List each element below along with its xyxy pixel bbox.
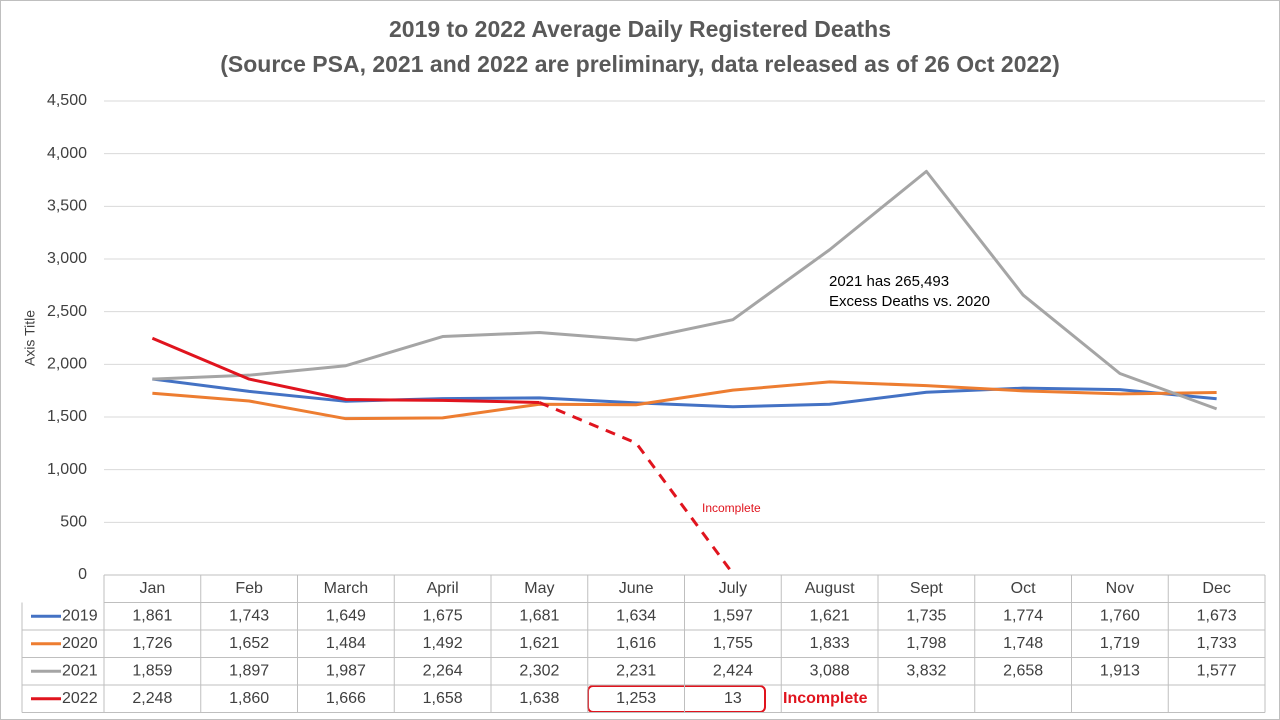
y-tick-label: 4,000	[47, 145, 87, 162]
legend-label: 2022	[62, 690, 98, 707]
x-tick-label: Nov	[1106, 580, 1134, 597]
table-value: 1,798	[906, 635, 946, 652]
x-tick-label: Sept	[910, 580, 943, 597]
table-value: 1,652	[229, 635, 269, 652]
table-value: 1,861	[132, 607, 172, 624]
table-value: 1,726	[132, 635, 172, 652]
table-value: 1,484	[326, 635, 366, 652]
y-tick-label: 4,500	[47, 92, 87, 109]
legend-label: 2021	[62, 662, 98, 679]
table-value: 2,302	[519, 662, 559, 679]
x-tick-label: Dec	[1202, 580, 1230, 597]
table-value: 1,987	[326, 662, 366, 679]
table-value: 1,649	[326, 607, 366, 624]
x-tick-label: April	[427, 580, 459, 597]
table-value: 3,088	[810, 662, 850, 679]
table-value: 2,248	[132, 690, 172, 707]
table-value: 2,424	[713, 662, 753, 679]
y-tick-label: 1,500	[47, 408, 87, 425]
x-tick-label: Feb	[235, 580, 263, 597]
y-tick-label: 3,500	[47, 198, 87, 215]
y-tick-label: 0	[78, 566, 87, 583]
table-value: 1,733	[1197, 635, 1237, 652]
table-value: 1,860	[229, 690, 269, 707]
table-value: 1,681	[519, 607, 559, 624]
y-tick-label: 2,000	[47, 356, 87, 373]
x-tick-label: August	[805, 580, 855, 597]
table-value: 1,492	[423, 635, 463, 652]
annotation: 2021 has 265,493	[829, 273, 949, 290]
table-value: 1,859	[132, 662, 172, 679]
table-value: 1,719	[1100, 635, 1140, 652]
line	[152, 169, 1218, 411]
table-note: Incomplete	[783, 690, 868, 707]
x-tick-label: Oct	[1011, 580, 1036, 597]
table-value: 1,735	[906, 607, 946, 624]
table-value: 1,253	[616, 690, 656, 707]
legend-label: 2019	[62, 607, 98, 624]
table-value: 1,760	[1100, 607, 1140, 624]
chart-subtitle: (Source PSA, 2021 and 2022 are prelimina…	[220, 51, 1060, 77]
y-tick-label: 3,000	[47, 250, 87, 267]
table-value: 1,666	[326, 690, 366, 707]
table-value: 1,913	[1100, 662, 1140, 679]
x-tick-label: Jan	[139, 580, 165, 597]
table-value: 1,621	[519, 635, 559, 652]
table-value: 1,774	[1003, 607, 1043, 624]
table-value: 1,748	[1003, 635, 1043, 652]
x-tick-label: March	[324, 580, 368, 597]
x-tick-label: July	[719, 580, 747, 597]
table-value: 1,897	[229, 662, 269, 679]
table-value: 1,743	[229, 607, 269, 624]
chart-title: 2019 to 2022 Average Daily Registered De…	[389, 16, 891, 42]
table-value: 1,597	[713, 607, 753, 624]
x-tick-label: May	[524, 580, 554, 597]
line	[152, 380, 1217, 421]
table-value: 1,616	[616, 635, 656, 652]
table-value: 1,673	[1197, 607, 1237, 624]
x-tick-label: June	[619, 580, 654, 597]
table-value: 2,264	[423, 662, 463, 679]
table-value: 1,658	[423, 690, 463, 707]
annotation: Excess Deaths vs. 2020	[829, 293, 990, 310]
line	[152, 377, 1217, 409]
table-value: 1,638	[519, 690, 559, 707]
table-value: 1,577	[1197, 662, 1237, 679]
table-value: 1,634	[616, 607, 656, 624]
legend-label: 2020	[62, 635, 98, 652]
y-tick-label: 2,500	[47, 303, 87, 320]
table-value: 3,832	[906, 662, 946, 679]
table-value: 1,675	[423, 607, 463, 624]
table-value: 1,621	[810, 607, 850, 624]
y-tick-label: 500	[60, 514, 87, 531]
line	[151, 336, 540, 404]
table-value: 2,658	[1003, 662, 1043, 679]
table-value: 1,755	[713, 635, 753, 652]
y-axis-title: Axis Title	[22, 310, 38, 366]
table-value: 2,231	[616, 662, 656, 679]
table-value: 13	[724, 690, 742, 707]
annotation: Incomplete	[702, 501, 761, 515]
y-tick-label: 1,000	[47, 461, 87, 478]
table-value: 1,833	[810, 635, 850, 652]
